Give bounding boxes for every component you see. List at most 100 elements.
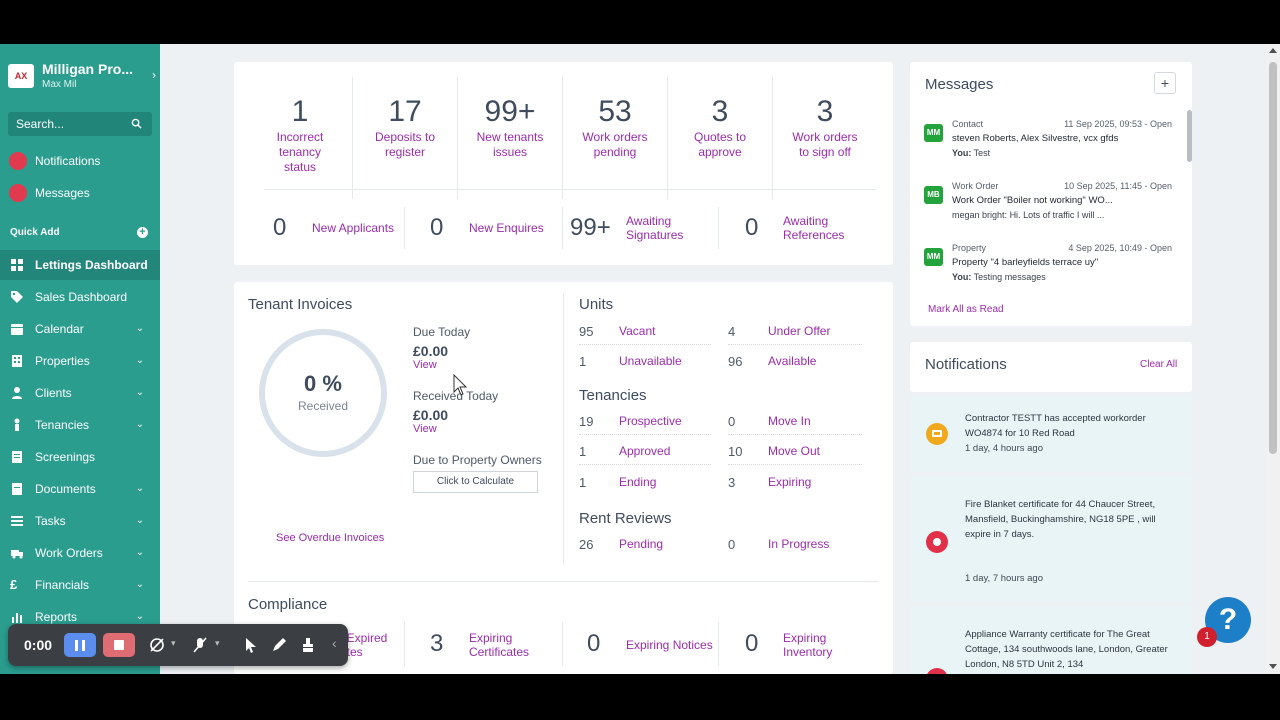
- scroll-up-icon[interactable]: [1269, 48, 1277, 53]
- pen-icon[interactable]: [270, 636, 288, 654]
- kpi-deposits-to-register[interactable]: 17 Deposits to register: [358, 94, 452, 160]
- camera-off-icon[interactable]: [148, 636, 166, 654]
- kpi-value: 17: [388, 95, 422, 128]
- scroll-down-icon[interactable]: [1269, 664, 1277, 669]
- clear-all-link[interactable]: Clear All: [1140, 359, 1178, 370]
- rent-reviews-title: Rent Reviews: [579, 510, 672, 527]
- page-scrollbar[interactable]: [1266, 44, 1280, 674]
- rent-reviews-in-progress-link[interactable]: In Progress: [768, 537, 830, 551]
- chevron-down-icon[interactable]: ⌄: [135, 515, 144, 526]
- microphone-options-caret[interactable]: ▾: [215, 638, 220, 648]
- chevron-down-icon[interactable]: ⌄: [135, 611, 144, 622]
- tenancies-ending-link[interactable]: Ending: [619, 475, 657, 489]
- sidebar-item-properties[interactable]: Properties ⌄: [0, 346, 160, 376]
- message-item[interactable]: MM Contact 11 Sep 2025, 09:53 - Open ste…: [924, 119, 1184, 179]
- message-time: 4 Sep 2025, 10:49 - Open: [1068, 243, 1172, 253]
- units-vacant-link[interactable]: Vacant: [619, 324, 656, 338]
- kpi-incorrect-tenancy-status[interactable]: 1 Incorrect tenancy status: [254, 94, 346, 175]
- sidebar-item-sales-dashboard[interactable]: Sales Dashboard: [0, 282, 160, 312]
- sidebar-item-messages[interactable]: Messages: [0, 178, 160, 208]
- camera-options-caret[interactable]: ▾: [171, 638, 176, 648]
- tenancies-move-out-link[interactable]: Move Out: [768, 444, 821, 458]
- sidebar-item-lettings-dashboard[interactable]: Lettings Dashboard: [0, 250, 160, 280]
- kpi-work-orders-pending[interactable]: 53 Work orders pending: [568, 94, 662, 160]
- received-today-view-link[interactable]: View: [413, 423, 437, 435]
- sidebar-item-financials[interactable]: £ Financials ⌄: [0, 570, 160, 600]
- sidebar-item-label: Lettings Dashboard: [35, 258, 148, 272]
- see-overdue-invoices-link[interactable]: See Overdue Invoices: [276, 532, 385, 544]
- chevron-down-icon[interactable]: ⌄: [135, 579, 144, 590]
- tenancies-approved-link[interactable]: Approved: [619, 444, 671, 458]
- rent-reviews-pending-link[interactable]: Pending: [619, 537, 664, 551]
- sidebar-item-notifications[interactable]: Notifications: [0, 146, 160, 176]
- received-percent: 0 %: [304, 371, 342, 396]
- chevron-down-icon[interactable]: ⌄: [135, 387, 144, 398]
- units-under-offer-count: 4: [728, 324, 736, 339]
- chevron-down-icon[interactable]: ⌄: [135, 547, 144, 558]
- search-input[interactable]: [8, 112, 128, 136]
- search-box[interactable]: [8, 112, 152, 136]
- chevron-down-icon[interactable]: ⌄: [135, 483, 144, 494]
- help-button[interactable]: ?: [1205, 597, 1251, 643]
- kpi-label: Work orders to sign off: [792, 130, 858, 159]
- message-time: 10 Sep 2025, 11:45 - Open: [1064, 181, 1172, 191]
- stop-button[interactable]: [103, 633, 135, 657]
- message-item[interactable]: MM Property 4 Sep 2025, 10:49 - Open Pro…: [924, 243, 1184, 303]
- add-message-button[interactable]: +: [1154, 72, 1176, 94]
- notification-item[interactable]: Appliance Warranty certificate for The G…: [910, 606, 1192, 674]
- due-today-view-link[interactable]: View: [413, 359, 437, 371]
- quick-add-plus-icon[interactable]: +: [137, 227, 148, 238]
- sidebar-item-clients[interactable]: Clients ⌄: [0, 378, 160, 408]
- units-under-offer-link[interactable]: Under Offer: [768, 324, 831, 338]
- microphone-off-icon[interactable]: [191, 636, 209, 654]
- messages-scrollbar[interactable]: [1187, 110, 1192, 162]
- sidebar-item-documents[interactable]: Documents ⌄: [0, 474, 160, 504]
- collapse-toolbar-icon[interactable]: ‹: [332, 635, 337, 651]
- units-unavailable-link[interactable]: Unavailable: [619, 354, 682, 368]
- notification-item[interactable]: Fire Blanket certificate for 44 Chaucer …: [910, 476, 1192, 602]
- new-enquires-link[interactable]: New Enquires: [469, 221, 544, 235]
- tenancies-expiring-link[interactable]: Expiring: [768, 475, 812, 489]
- sidebar-item-tasks[interactable]: Tasks ⌄: [0, 506, 160, 536]
- brand-switcher[interactable]: AX Milligan Pro... Max Mil ›: [8, 60, 156, 94]
- document-icon: [12, 451, 22, 463]
- due-owners-label: Due to Property Owners: [413, 453, 542, 467]
- pointer-icon[interactable]: [242, 636, 260, 654]
- new-applicants-link[interactable]: New Applicants: [312, 221, 395, 235]
- chevron-down-icon[interactable]: ⌄: [135, 419, 144, 430]
- expiring-certificates-link[interactable]: Expiring Certificates: [469, 631, 530, 659]
- scrollbar-thumb[interactable]: [1269, 62, 1277, 454]
- expired-certificates-link[interactable]: / Expired ates: [340, 631, 410, 659]
- units-available-link[interactable]: Available: [768, 354, 817, 368]
- chevron-down-icon[interactable]: ⌄: [135, 323, 144, 334]
- message-item[interactable]: MB Work Order 10 Sep 2025, 11:45 - Open …: [924, 181, 1184, 241]
- sidebar-item-calendar[interactable]: Calendar ⌄: [0, 314, 160, 344]
- kpi-new-tenants-issues[interactable]: 99+ New tenants issues: [463, 94, 557, 160]
- person-icon: [12, 387, 22, 399]
- awaiting-signatures-link[interactable]: Awaiting Signatures: [626, 214, 684, 242]
- awaiting-references-link[interactable]: Awaiting References: [783, 214, 845, 242]
- mouse-cursor-icon: [453, 374, 467, 396]
- message-text: Hi. Lots of traffic I will ...: [1009, 210, 1105, 220]
- pound-icon: £: [10, 577, 18, 592]
- eraser-icon[interactable]: [299, 636, 317, 654]
- pause-button[interactable]: [64, 633, 96, 657]
- notification-item[interactable]: Contractor TESTT has accepted workorder …: [910, 396, 1192, 472]
- tenancies-title: Tenancies: [579, 387, 647, 404]
- sidebar-item-screenings[interactable]: Screenings: [0, 442, 160, 472]
- sidebar-item-work-orders[interactable]: Work Orders ⌄: [0, 538, 160, 568]
- sidebar-item-label: Tenancies: [35, 418, 90, 432]
- chevron-down-icon[interactable]: ⌄: [135, 355, 144, 366]
- signatures-count: 99+: [570, 214, 611, 241]
- sidebar-item-tenancies[interactable]: Tenancies ⌄: [0, 410, 160, 440]
- expiring-notices-link[interactable]: Expiring Notices: [626, 638, 713, 652]
- expiring-inventory-link[interactable]: Expiring Inventory: [783, 631, 833, 659]
- tenancies-move-in-link[interactable]: Move In: [768, 414, 811, 428]
- kpi-quotes-to-approve[interactable]: 3 Quotes to approve: [673, 94, 767, 160]
- tenancies-prospective-link[interactable]: Prospective: [619, 414, 682, 428]
- sidebar-item-reports[interactable]: Reports ⌄: [0, 602, 160, 632]
- click-to-calculate-button[interactable]: Click to Calculate: [413, 471, 538, 493]
- kpi-work-orders-to-sign-off[interactable]: 3 Work orders to sign off: [778, 94, 872, 160]
- mark-all-read-link[interactable]: Mark All as Read: [928, 304, 1004, 315]
- search-icon[interactable]: [131, 118, 142, 129]
